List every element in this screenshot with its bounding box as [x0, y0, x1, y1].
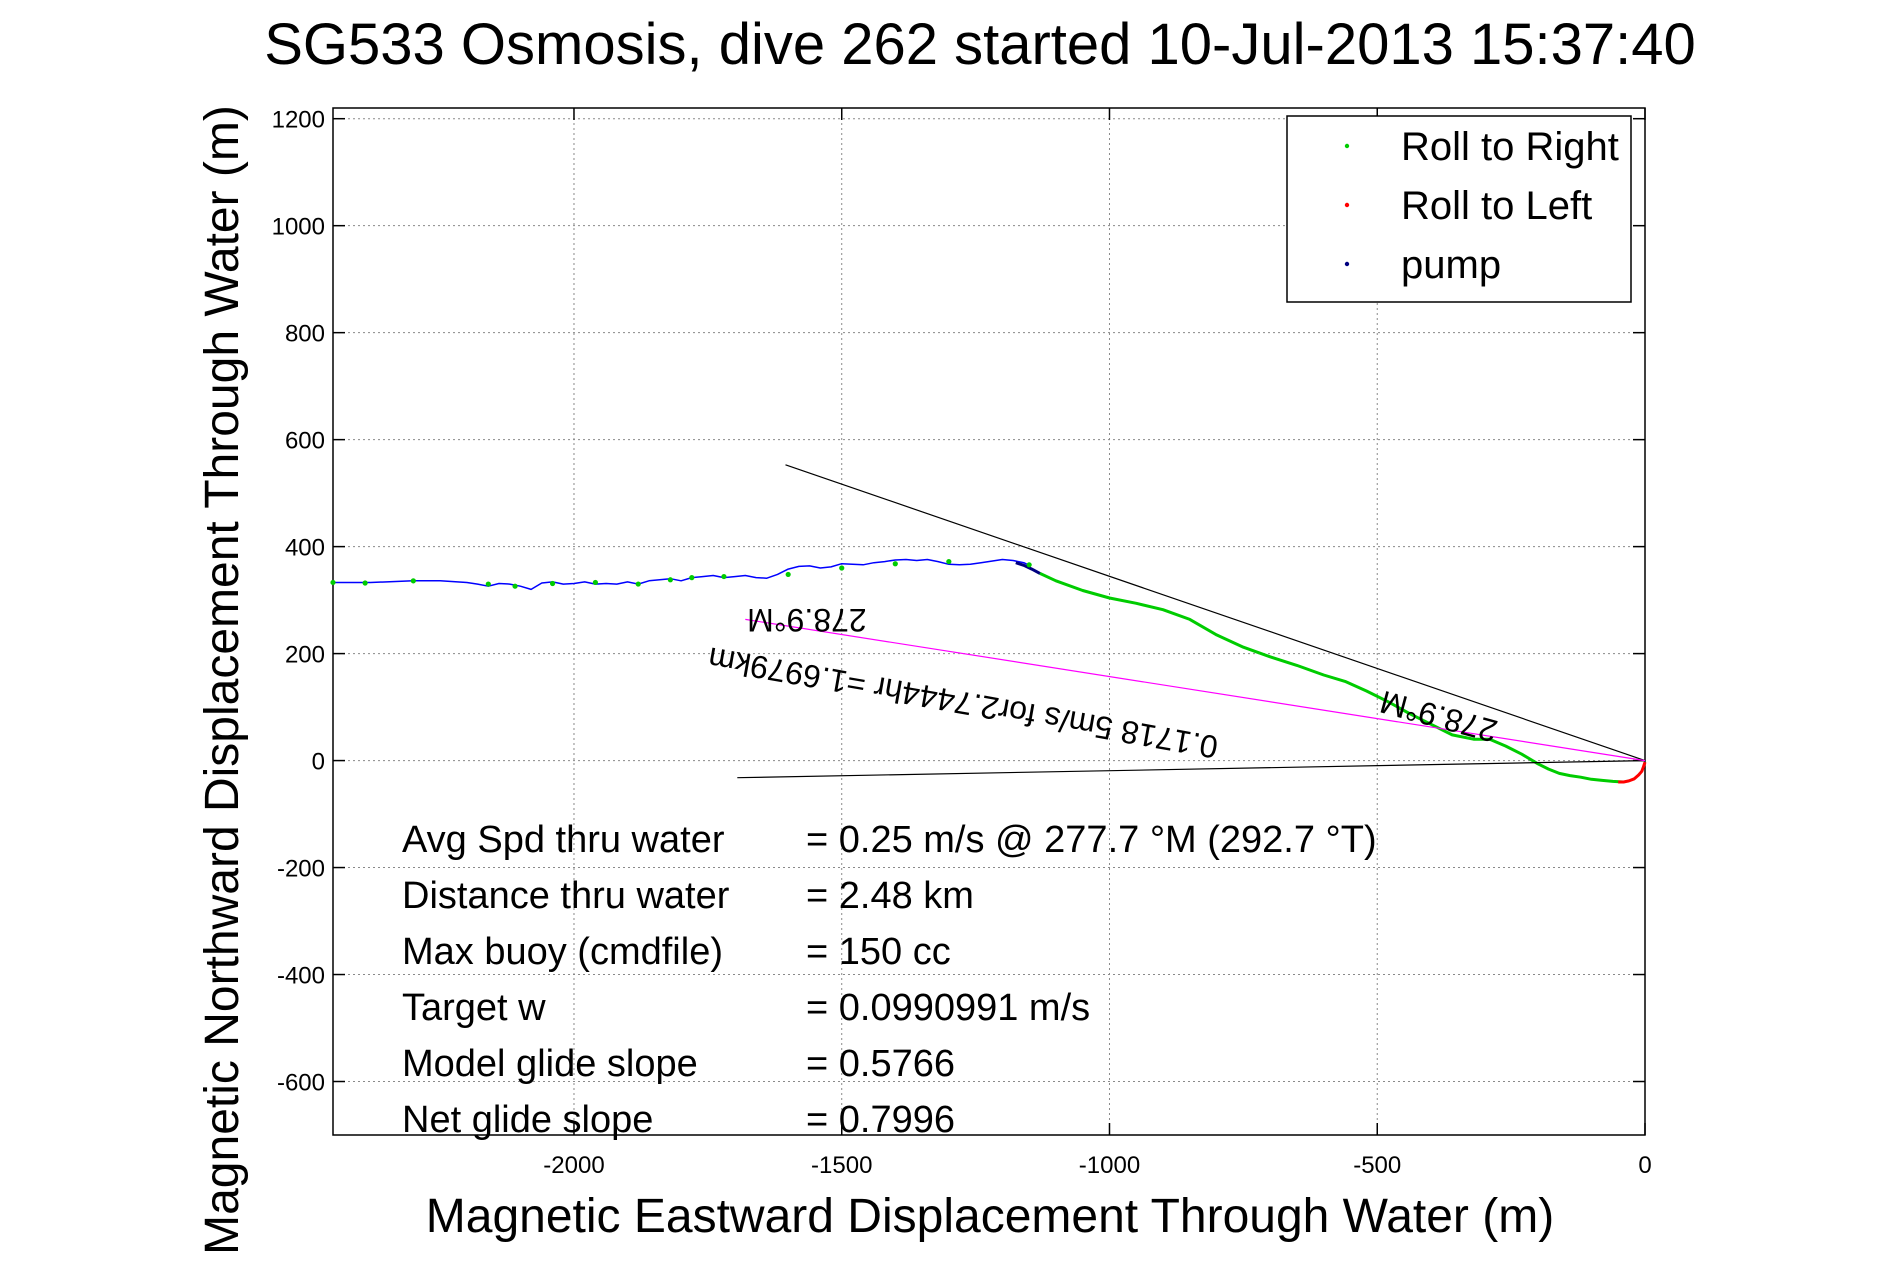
roll-right-marker [946, 558, 952, 565]
plot-area-border [332, 107, 1646, 1136]
y-tick-label: -600 [277, 1070, 325, 1097]
x-tick-label: 0 [1638, 1152, 1651, 1179]
x-tick-label: -500 [1353, 1152, 1401, 1179]
roll-right-marker [362, 580, 368, 586]
legend-label: pump [1401, 243, 1501, 287]
stat-value: = 2.48 km [806, 875, 974, 917]
y-tick-label: 800 [285, 321, 325, 348]
legend: Roll to Right Roll to Left pump [1286, 115, 1632, 303]
roll-right-marker [785, 571, 791, 578]
stat-value: = 0.7996 [806, 1099, 955, 1141]
y-tick-label: 400 [285, 535, 325, 562]
roll-right-marker [592, 579, 599, 586]
y-tick-label: 0 [312, 749, 325, 776]
roll-right-marker [549, 580, 556, 587]
roll-right-marker [1026, 562, 1032, 568]
series-roll-right [1039, 572, 1624, 784]
series-current-line [745, 618, 1646, 762]
stat-label: Target w [402, 987, 546, 1029]
roll-right-marker [330, 579, 336, 586]
roll-right-marker [892, 561, 898, 567]
stat-label: Model glide slope [402, 1043, 698, 1085]
roll-right-marker [667, 577, 673, 583]
axis-ticks: -2000 -1500 -1000 -500 012001000800600400200… [272, 107, 1652, 1179]
series-pump [1015, 561, 1041, 575]
legend-marker [1344, 202, 1350, 208]
series-start-line [737, 760, 1646, 779]
x-axis-label: Magnetic Eastward Displacement Through W… [426, 1190, 1554, 1243]
roll-right-marker [689, 575, 695, 581]
series-track [333, 558, 1030, 591]
legend-marker [1344, 261, 1350, 267]
x-tick-label: -1000 [1079, 1152, 1140, 1179]
legend-box [1286, 115, 1632, 303]
stat-label: Net glide slope [402, 1099, 653, 1141]
series-markers [330, 558, 1032, 589]
stat-label: Max buoy (cmdfile) [402, 931, 723, 973]
series-roll-left [1618, 761, 1647, 784]
data-series [333, 464, 1647, 784]
plot-annotation: 278.9°M [747, 602, 867, 638]
y-tick-label: 1000 [272, 214, 325, 241]
chart-title: SG533 Osmosis, dive 262 started 10-Jul-2… [264, 12, 1696, 77]
roll-right-marker [635, 581, 641, 587]
stat-label: Distance thru water [402, 875, 730, 917]
y-tick-label: 200 [285, 642, 325, 669]
x-tick-label: -2000 [543, 1152, 604, 1179]
legend-label: Roll to Left [1401, 184, 1592, 228]
y-tick-label: -200 [277, 856, 325, 883]
stat-value: = 0.5766 [806, 1043, 955, 1085]
stat-value: = 150 cc [806, 931, 951, 973]
roll-right-marker [512, 583, 518, 589]
legend-label: Roll to Right [1401, 125, 1619, 169]
y-tick-label: -400 [277, 963, 325, 990]
stat-label: Avg Spd thru water [402, 819, 725, 861]
roll-right-marker [839, 565, 845, 571]
roll-right-marker [721, 573, 727, 580]
y-axis-label: Magnetic Northward Displacement Through … [196, 105, 249, 1255]
stat-value: = 0.0990991 m/s [806, 987, 1090, 1029]
stat-value: = 0.25 m/s @ 277.7 °M (292.7 °T) [806, 819, 1377, 861]
y-tick-label: 600 [285, 428, 325, 455]
legend-marker [1344, 143, 1350, 149]
y-tick-label: 1200 [272, 107, 325, 134]
roll-right-marker [485, 581, 491, 587]
x-tick-label: -1500 [811, 1152, 872, 1179]
roll-right-marker [410, 578, 416, 584]
series-heading-line [785, 464, 1646, 762]
dive-statistics: Avg Spd thru water = 0.25 m/s @ 277.7 °M … [402, 819, 1377, 1141]
